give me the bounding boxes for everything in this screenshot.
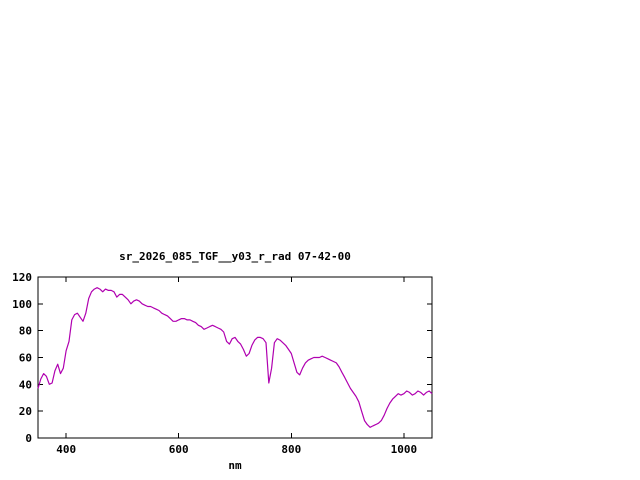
y-tick-label: 120	[12, 271, 32, 284]
x-tick-label: 1000	[391, 443, 418, 456]
y-tick-label: 0	[25, 432, 32, 445]
y-tick-label: 80	[19, 325, 32, 338]
x-tick-label: 400	[56, 443, 76, 456]
plot-border	[37, 276, 433, 439]
x-tick-label: 600	[169, 443, 189, 456]
chart-title: sr_2026_085_TGF__y03_r_rad 07-42-00	[119, 250, 351, 263]
x-tick-label: 800	[281, 443, 301, 456]
y-tick-label: 60	[19, 352, 32, 365]
x-axis-label: nm	[228, 459, 242, 472]
y-tick-label: 20	[19, 405, 32, 418]
y-tick-label: 100	[12, 298, 32, 311]
data-line	[37, 287, 433, 428]
y-tick-label: 40	[19, 378, 32, 391]
